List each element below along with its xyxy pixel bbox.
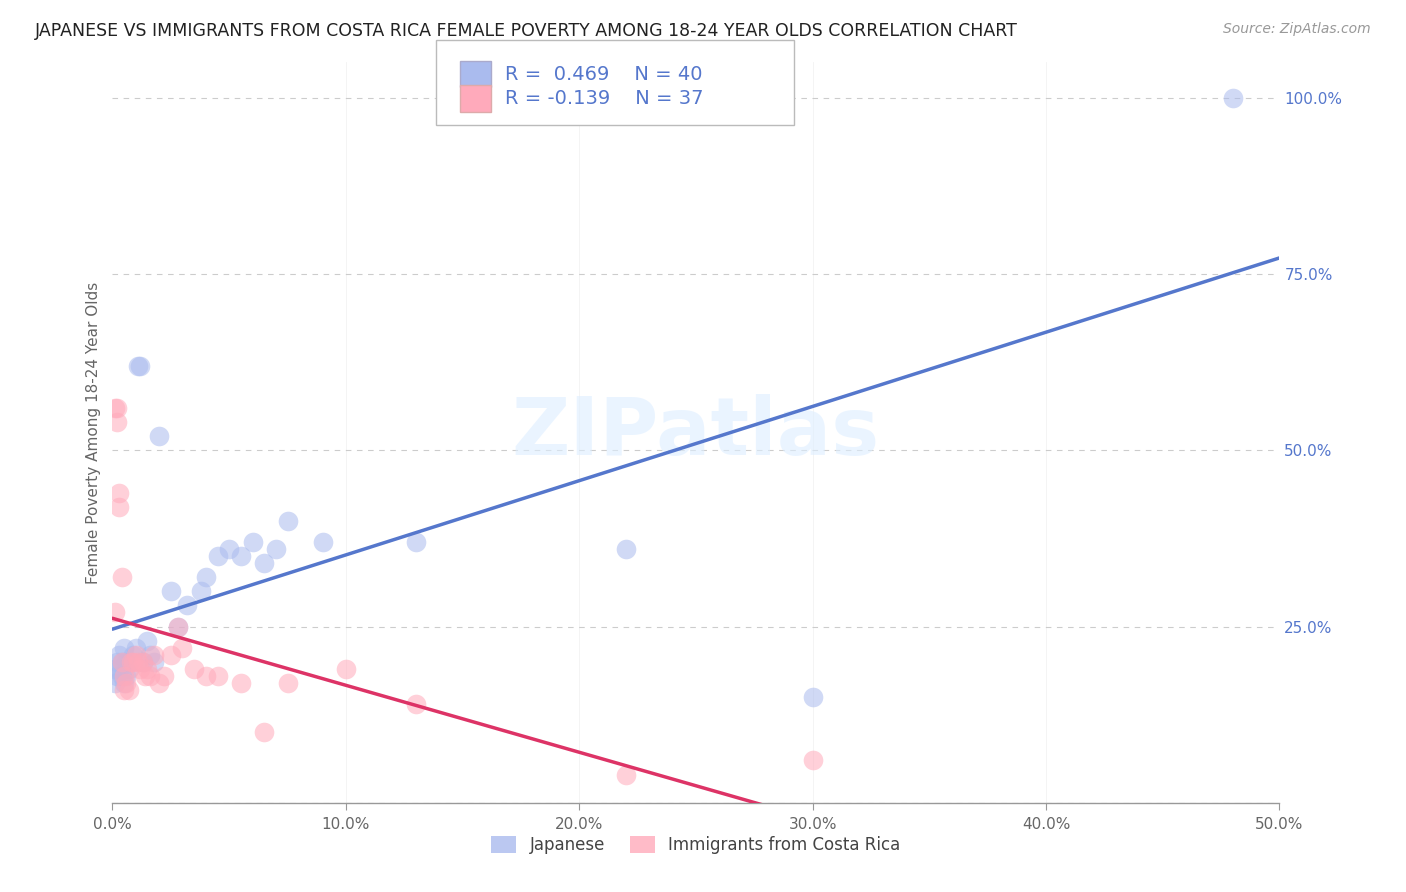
- Point: [160, 584, 183, 599]
- Point: [118, 662, 141, 676]
- Point: [104, 401, 127, 415]
- Point: [112, 676, 135, 690]
- Point: [311, 535, 333, 549]
- Point: [120, 655, 142, 669]
- Point: [127, 655, 149, 669]
- Point: [139, 669, 162, 683]
- Point: [108, 662, 131, 676]
- Point: [405, 535, 427, 549]
- Point: [132, 655, 155, 669]
- Point: [801, 690, 824, 704]
- Point: [172, 640, 194, 655]
- Point: [405, 697, 427, 711]
- Point: [108, 500, 131, 514]
- Point: [108, 485, 131, 500]
- Point: [118, 683, 141, 698]
- Point: [166, 619, 188, 633]
- Point: [105, 655, 128, 669]
- Point: [132, 655, 155, 669]
- Point: [112, 683, 135, 698]
- Point: [335, 662, 357, 676]
- Point: [253, 725, 276, 739]
- Point: [276, 676, 298, 690]
- Point: [127, 359, 149, 373]
- Point: [122, 655, 145, 669]
- Point: [104, 662, 127, 676]
- Point: [136, 662, 159, 676]
- Point: [207, 549, 229, 563]
- Point: [148, 676, 170, 690]
- Point: [183, 662, 205, 676]
- Point: [153, 669, 176, 683]
- Point: [112, 669, 135, 683]
- Point: [105, 415, 128, 429]
- Point: [129, 662, 152, 676]
- Text: R =  0.469    N = 40: R = 0.469 N = 40: [505, 64, 702, 84]
- Text: JAPANESE VS IMMIGRANTS FROM COSTA RICA FEMALE POVERTY AMONG 18-24 YEAR OLDS CORR: JAPANESE VS IMMIGRANTS FROM COSTA RICA F…: [35, 22, 1018, 40]
- Point: [176, 599, 198, 613]
- Point: [143, 648, 166, 662]
- Point: [1222, 91, 1244, 105]
- Point: [242, 535, 264, 549]
- Point: [229, 549, 252, 563]
- Point: [111, 655, 134, 669]
- Point: [120, 655, 142, 669]
- Point: [105, 401, 128, 415]
- Point: [115, 676, 138, 690]
- Point: [218, 541, 240, 556]
- Point: [105, 669, 128, 683]
- Y-axis label: Female Poverty Among 18-24 Year Olds: Female Poverty Among 18-24 Year Olds: [86, 282, 101, 583]
- Point: [111, 669, 134, 683]
- Point: [801, 754, 824, 768]
- Point: [207, 669, 229, 683]
- Point: [614, 767, 637, 781]
- Point: [253, 556, 276, 570]
- Point: [148, 429, 170, 443]
- Point: [194, 669, 217, 683]
- Point: [104, 606, 127, 620]
- Point: [190, 584, 212, 599]
- Point: [125, 640, 148, 655]
- Point: [108, 648, 131, 662]
- Point: [111, 655, 134, 669]
- Point: [276, 514, 298, 528]
- Text: Source: ZipAtlas.com: Source: ZipAtlas.com: [1223, 22, 1371, 37]
- Point: [122, 648, 145, 662]
- Point: [129, 359, 152, 373]
- Text: R = -0.139    N = 37: R = -0.139 N = 37: [505, 88, 703, 108]
- Point: [104, 676, 127, 690]
- Point: [194, 570, 217, 584]
- Point: [143, 655, 166, 669]
- Point: [160, 648, 183, 662]
- Point: [229, 676, 252, 690]
- Point: [166, 619, 188, 633]
- Point: [614, 541, 637, 556]
- Text: ZIPatlas: ZIPatlas: [512, 393, 880, 472]
- Point: [112, 640, 135, 655]
- Point: [134, 669, 156, 683]
- Point: [111, 570, 134, 584]
- Point: [264, 541, 287, 556]
- Point: [125, 648, 148, 662]
- Point: [115, 655, 138, 669]
- Point: [136, 633, 159, 648]
- Point: [139, 648, 162, 662]
- Point: [115, 669, 138, 683]
- Legend: Japanese, Immigrants from Costa Rica: Japanese, Immigrants from Costa Rica: [485, 830, 907, 861]
